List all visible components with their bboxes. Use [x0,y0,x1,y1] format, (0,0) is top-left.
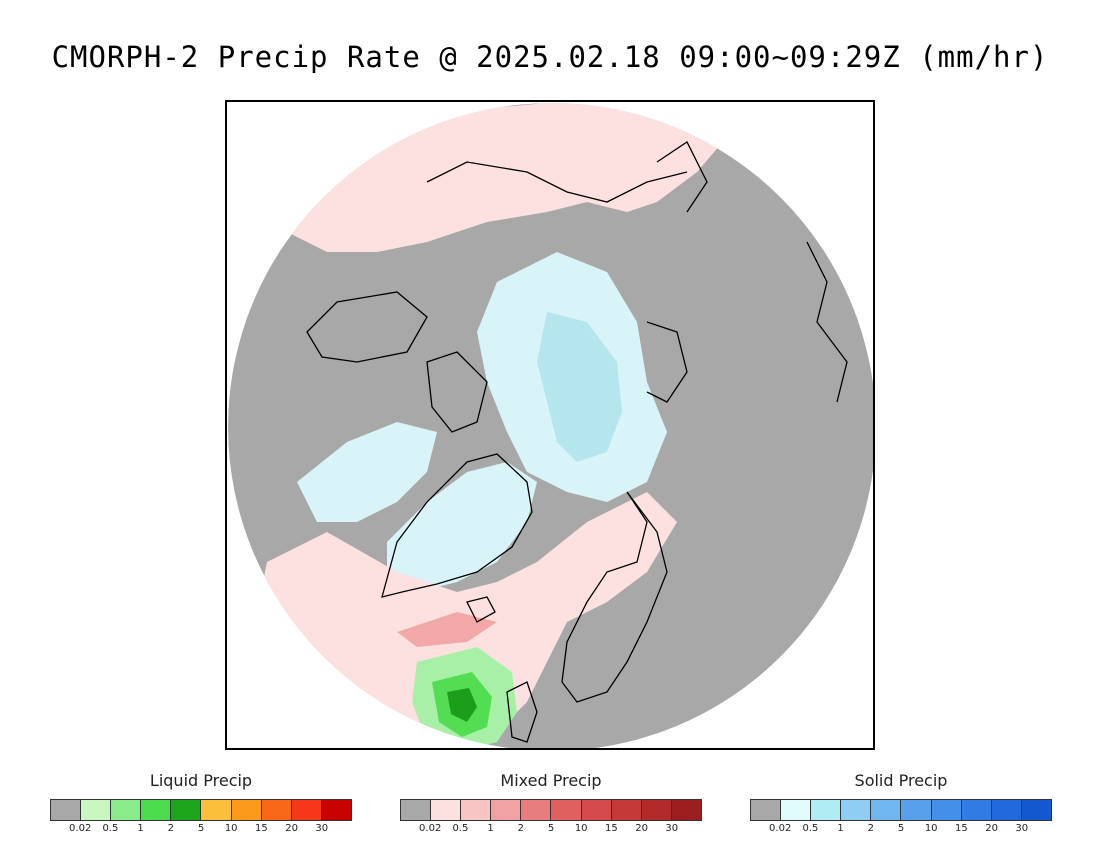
tick-label: 15 [255,823,268,834]
liquid-precip-region-heavy [447,688,477,722]
map-canvas [228,103,873,748]
scandinavia-coastline [561,491,668,703]
tick-labels: 0.02 0.5 1 2 5 10 15 20 30 [750,823,1052,837]
tick-label: 1 [137,823,144,834]
tick-label: 2 [867,823,874,834]
polar-precip-map [225,100,875,750]
tick-label: 2 [517,823,524,834]
tick-label: 15 [955,823,968,834]
novaya-zemlya-coastline [646,321,688,403]
tick-label: 10 [224,823,238,834]
tick-label: 1 [837,823,844,834]
tick-label: 0.5 [802,823,819,834]
color-swatch [201,800,232,820]
color-swatch [901,800,932,820]
tick-label: 0.5 [102,823,119,834]
color-swatch [841,800,872,820]
color-bar [750,799,1052,821]
kamchatka-coastline [656,141,708,213]
tick-label: 15 [605,823,618,834]
tick-label: 0.02 [769,823,792,834]
legend-title: Solid Precip [854,771,948,790]
tick-label: 2 [167,823,174,834]
color-swatch [991,800,1022,820]
mixed-precip-streak [397,612,497,647]
color-swatch [551,800,582,820]
solid-precip-region-greenland [387,462,537,592]
color-bar [400,799,702,821]
legend-title: Liquid Precip [149,771,253,790]
color-swatch [321,800,351,820]
color-swatch [461,800,492,820]
color-swatch [431,800,462,820]
tick-label: 10 [574,823,588,834]
tick-label: 30 [1015,823,1029,834]
color-swatch [111,800,142,820]
tick-label: 20 [985,823,998,834]
color-swatch [521,800,552,820]
tick-label: 10 [924,823,938,834]
color-swatch [811,800,842,820]
color-swatch [871,800,902,820]
color-swatch [51,800,82,820]
canada-archipelago-coastline [306,291,428,363]
solid-precip-region-core [537,312,622,462]
color-swatch [231,800,262,820]
legend-liquid: Liquid Precip 0.02 0.5 1 2 5 10 15 20 30 [50,770,352,837]
tick-labels: 0.02 0.5 1 2 5 10 15 20 30 [400,823,702,837]
solid-precip-region-canada [297,422,437,522]
color-swatch [81,800,112,820]
ellesmere-coastline [426,351,488,433]
color-swatch [291,800,322,820]
color-swatch [751,800,782,820]
color-swatch [931,800,962,820]
tick-labels: 0.02 0.5 1 2 5 10 15 20 30 [50,823,352,837]
color-swatch [401,800,432,820]
color-bar [50,799,352,821]
color-swatch [611,800,642,820]
tick-label: 0.02 [419,823,442,834]
tick-label: 0.5 [452,823,469,834]
tick-label: 30 [315,823,329,834]
color-swatch [141,800,172,820]
tick-label: 5 [897,823,905,834]
color-swatch [781,800,812,820]
tick-label: 0.02 [69,823,92,834]
tick-label: 5 [547,823,555,834]
color-swatch [671,800,701,820]
tick-label: 20 [285,823,298,834]
legend-mixed: Mixed Precip 0.02 0.5 1 2 5 10 15 20 30 [400,770,702,837]
color-swatch [1021,800,1051,820]
color-swatch [641,800,672,820]
color-swatch [961,800,992,820]
color-swatch [581,800,612,820]
legend-title: Mixed Precip [500,771,602,790]
legend-solid: Solid Precip 0.02 0.5 1 2 5 10 15 20 30 [750,770,1052,837]
map-title: CMORPH-2 Precip Rate @ 2025.02.18 09:00~… [51,40,1049,74]
british-isles-coastline [506,681,538,743]
siberia-coastline [426,161,688,203]
alaska-coastline [806,241,848,403]
tick-label: 5 [197,823,205,834]
tick-label: 1 [487,823,494,834]
color-swatch [261,800,292,820]
tick-label: 20 [635,823,648,834]
coastlines [306,141,848,743]
greenland-coastline [381,453,533,598]
iceland-coastline [466,596,496,623]
color-swatch [491,800,522,820]
tick-label: 30 [665,823,679,834]
color-swatch [171,800,202,820]
